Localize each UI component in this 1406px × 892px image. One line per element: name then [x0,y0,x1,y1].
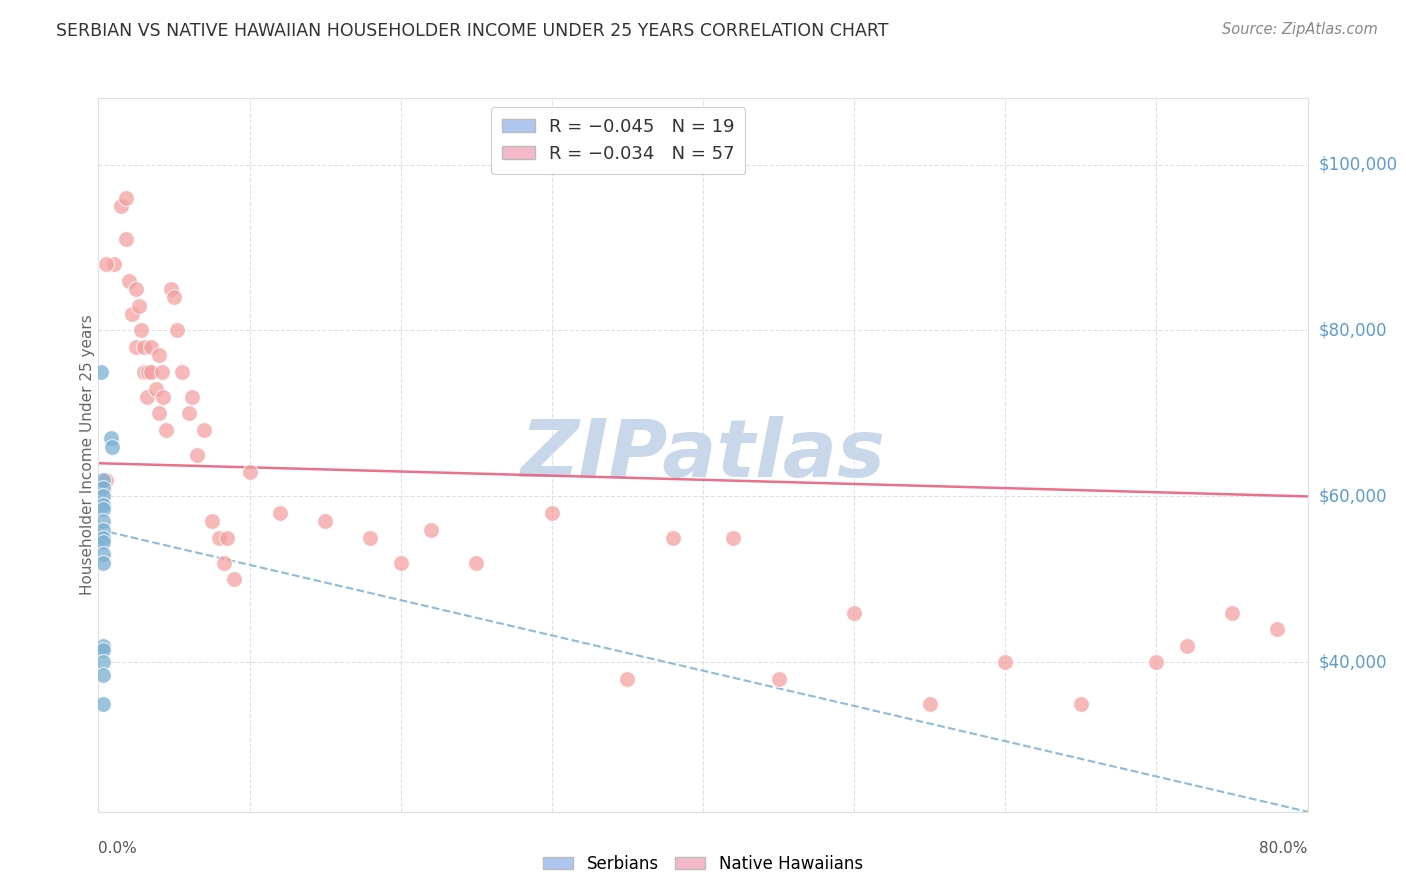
Legend: R = −0.045   N = 19, R = −0.034   N = 57: R = −0.045 N = 19, R = −0.034 N = 57 [491,107,745,174]
Point [91,531,114,545]
Point [94,473,117,487]
Point [1144,656,1167,670]
Point [91,656,114,670]
Point [193,423,215,437]
Point [103,257,125,271]
Point [994,656,1017,670]
Point [136,365,159,379]
Point [314,514,336,528]
Point [918,697,941,711]
Text: 80.0%: 80.0% [1260,841,1308,855]
Point [114,191,136,205]
Point [91,556,114,570]
Point [163,290,186,304]
Point [269,506,291,520]
Point [94,257,117,271]
Point [128,299,150,313]
Point [844,606,866,620]
Point [1265,622,1288,636]
Point [721,531,744,545]
Point [166,323,188,337]
Point [212,556,235,570]
Point [465,556,488,570]
Point [148,348,170,362]
Point [91,490,114,504]
Point [91,535,114,549]
Point [91,643,114,657]
Point [389,556,412,570]
Point [1175,639,1198,653]
Point [160,282,183,296]
Text: ZIPatlas: ZIPatlas [520,416,886,494]
Point [186,448,208,462]
Point [239,465,262,479]
Point [170,365,193,379]
Point [1070,697,1092,711]
Point [132,365,155,379]
Legend: Serbians, Native Hawaiians: Serbians, Native Hawaiians [537,848,869,880]
Text: $60,000: $60,000 [1319,487,1388,506]
Point [616,672,638,686]
Point [110,199,132,213]
Point [152,390,174,404]
Point [91,514,114,528]
Point [215,531,238,545]
Text: SERBIAN VS NATIVE HAWAIIAN HOUSEHOLDER INCOME UNDER 25 YEARS CORRELATION CHART: SERBIAN VS NATIVE HAWAIIAN HOUSEHOLDER I… [56,22,889,40]
Text: $80,000: $80,000 [1319,321,1388,340]
Point [125,282,148,296]
Point [208,531,231,545]
Point [125,340,148,354]
Point [132,340,155,354]
Point [90,365,112,379]
Text: $100,000: $100,000 [1319,155,1398,174]
Point [91,523,114,537]
Point [91,668,114,682]
Point [768,672,790,686]
Point [419,523,441,537]
Point [177,406,201,420]
Point [150,365,173,379]
Point [114,232,136,246]
Point [135,390,157,404]
Text: $40,000: $40,000 [1319,653,1388,672]
Point [540,506,562,520]
Text: 0.0%: 0.0% [98,841,138,855]
Point [91,548,114,562]
Point [360,531,382,545]
Y-axis label: Householder Income Under 25 years: Householder Income Under 25 years [80,315,94,595]
Point [141,365,163,379]
Point [129,323,152,337]
Point [155,423,177,437]
Point [91,481,114,495]
Point [224,573,246,587]
Point [1220,606,1243,620]
Point [148,406,170,420]
Point [661,531,683,545]
Point [121,307,143,321]
Point [91,501,114,516]
Point [181,390,204,404]
Point [201,514,224,528]
Point [101,440,124,454]
Point [141,340,163,354]
Point [91,498,114,512]
Point [91,639,114,653]
Text: Source: ZipAtlas.com: Source: ZipAtlas.com [1222,22,1378,37]
Point [145,382,167,396]
Point [118,274,141,288]
Point [91,697,114,711]
Point [91,473,114,487]
Point [100,431,122,445]
